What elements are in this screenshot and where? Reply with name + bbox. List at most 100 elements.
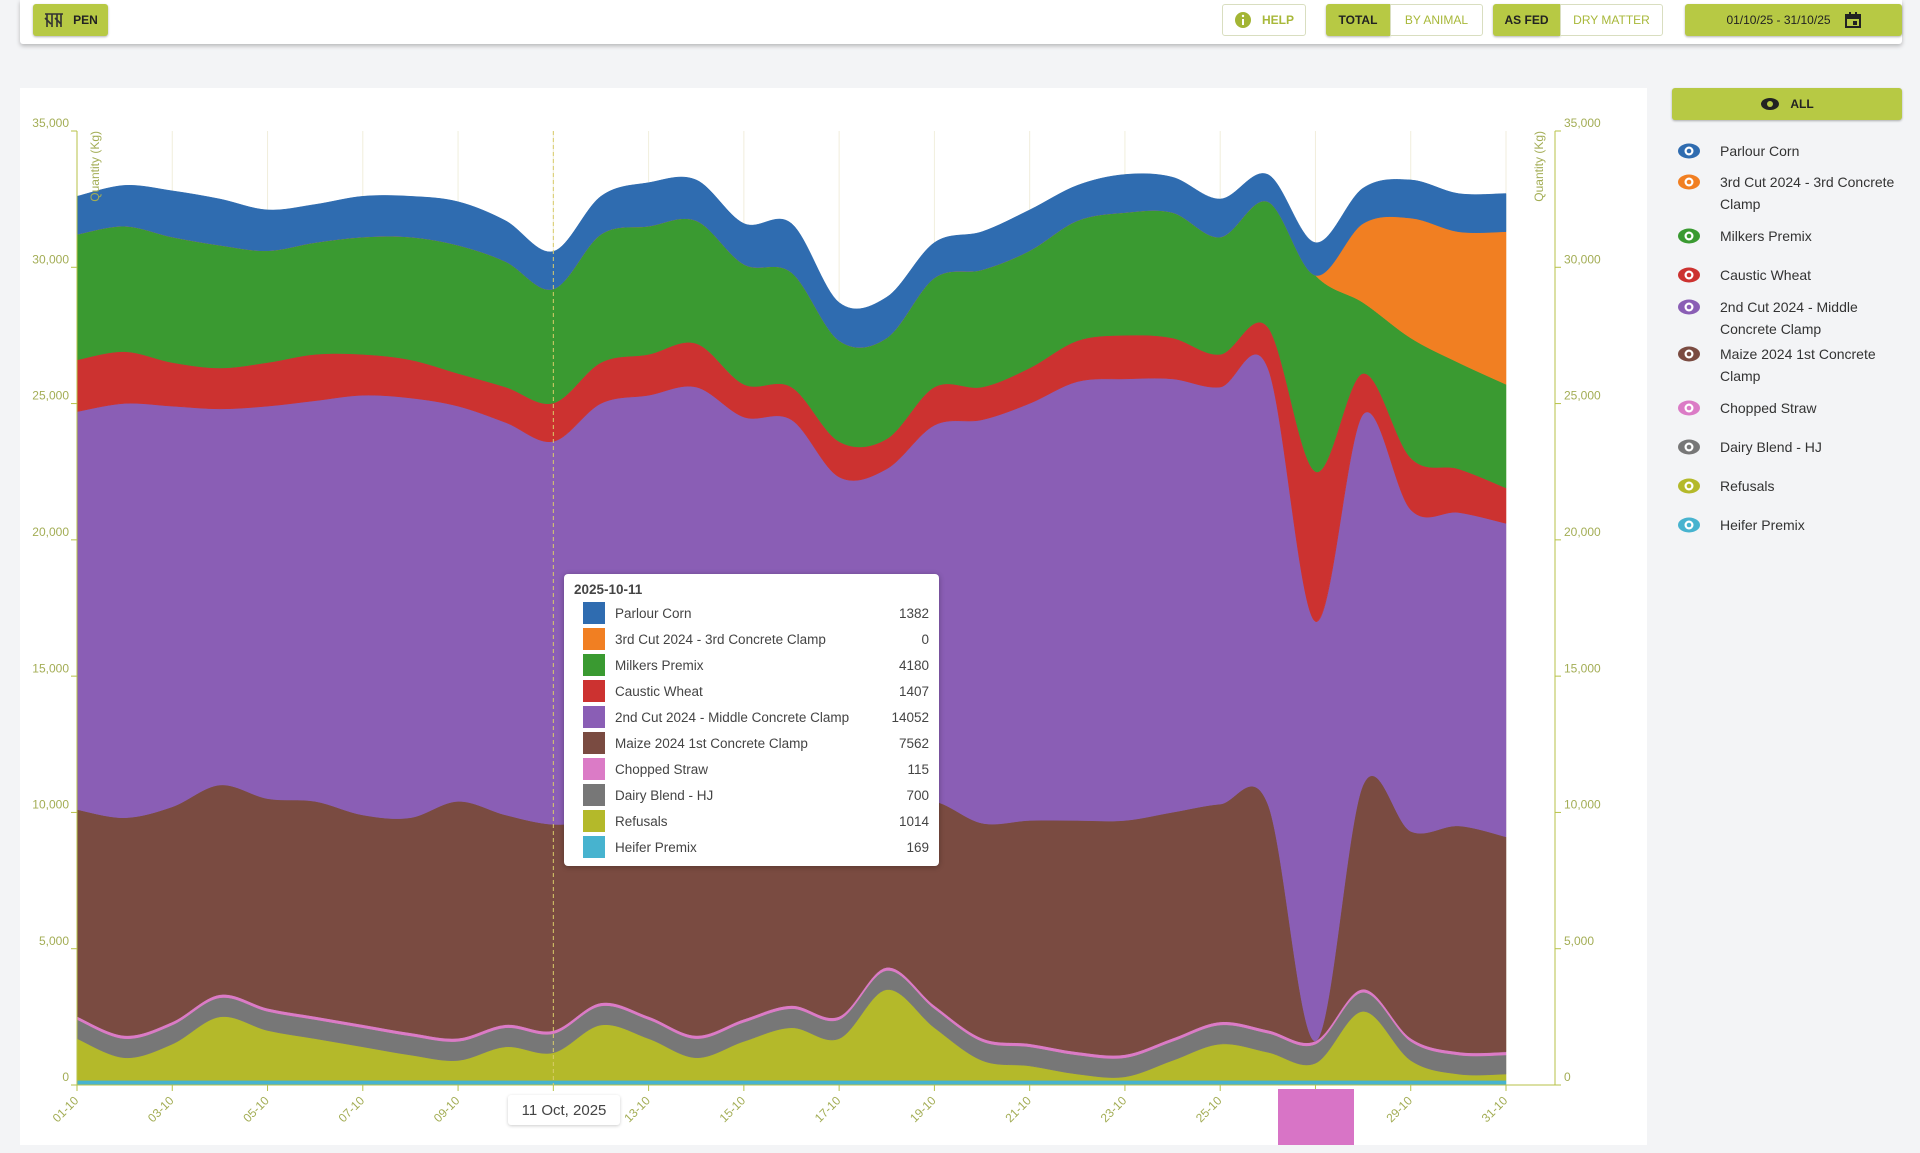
tooltip-swatch: [583, 810, 605, 832]
tooltip-swatch: [583, 680, 605, 702]
tooltip-name: Caustic Wheat: [615, 683, 703, 699]
date-range-label: 01/10/25 - 31/10/25: [1726, 13, 1831, 27]
legend-eye: [1678, 174, 1700, 190]
x-tick-label: 31-10: [1479, 1093, 1511, 1125]
tooltip-row: Caustic Wheat 1407: [574, 678, 929, 704]
tooltip-title: 2025-10-11: [574, 582, 643, 597]
total-button[interactable]: TOTAL: [1326, 4, 1390, 36]
legend-label: Milkers Premix: [1720, 228, 1812, 244]
y-tick-label: 5,000: [39, 934, 69, 948]
tooltip-row: Refusals 1014: [574, 808, 929, 834]
tooltip-name: Dairy Blend - HJ: [615, 787, 714, 803]
chart: 01-1003-1005-1007-1009-1011-1013-1015-10…: [32, 116, 1601, 1145]
tooltip: 2025-10-11 Parlour Corn 1382 3rd Cut 2024 …: [564, 574, 939, 866]
legend-item[interactable]: 2nd Cut 2024 - Middle Concrete Clamp: [1676, 296, 1902, 340]
y2-tick-label: 35,000: [1564, 116, 1601, 130]
eye-icon: [1761, 98, 1780, 110]
tooltip-name: Milkers Premix: [615, 657, 704, 673]
legend-item[interactable]: Heifer Premix: [1676, 514, 1902, 536]
crosshair-label: 11 Oct, 2025: [508, 1095, 620, 1125]
y2-axis-title: Quantity (Kg): [1532, 131, 1546, 202]
help-label: HELP: [1261, 13, 1294, 27]
tooltip-row: Chopped Straw 115: [574, 756, 929, 782]
tooltip-row: Heifer Premix 169: [574, 834, 929, 860]
date-range-button[interactable]: 01/10/25 - 31/10/25: [1685, 4, 1902, 36]
tooltip-swatch: [583, 758, 605, 780]
y-tick-label: 35,000: [32, 116, 69, 130]
legend-label: Chopped Straw: [1720, 400, 1817, 416]
tooltip-swatch: [583, 784, 605, 806]
help-button[interactable]: HELP: [1222, 4, 1306, 36]
y-tick-label: 20,000: [32, 525, 69, 539]
legend-item[interactable]: Parlour Corn: [1676, 140, 1902, 162]
legend-eye: [1678, 267, 1700, 283]
tooltip-row: 2nd Cut 2024 - Middle Concrete Clamp 1405…: [574, 704, 929, 730]
x-tick-label: 07-10: [336, 1093, 368, 1125]
legend-label: Caustic Wheat: [1720, 267, 1812, 283]
legend-eye: [1678, 400, 1700, 416]
legend-item[interactable]: Maize 2024 1st Concrete Clamp: [1676, 343, 1902, 387]
tooltip-name: 3rd Cut 2024 - 3rd Concrete Clamp: [615, 631, 826, 647]
x-tick-label: 13-10: [621, 1093, 653, 1125]
tooltip-value: 115: [907, 761, 929, 777]
legend-item[interactable]: Dairy Blend - HJ: [1676, 436, 1902, 458]
y2-tick-label: 5,000: [1564, 934, 1594, 948]
y2-tick-label: 30,000: [1564, 252, 1601, 266]
tooltip-value: 4180: [898, 657, 929, 673]
x-tick-label: 29-10: [1383, 1093, 1415, 1125]
show-all-button[interactable]: ALL: [1672, 88, 1902, 120]
legend-item[interactable]: Milkers Premix: [1676, 225, 1902, 247]
as-fed-button[interactable]: AS FED: [1493, 4, 1560, 36]
by-animal-label: BY ANIMAL: [1404, 13, 1469, 27]
legend-eye: [1678, 228, 1700, 244]
legend-item[interactable]: 3rd Cut 2024 - 3rd Concrete Clamp: [1676, 171, 1902, 215]
legend-label: Dairy Blend - HJ: [1720, 439, 1822, 455]
tooltip-value: 1382: [898, 605, 929, 621]
tooltip-value: 14052: [891, 709, 929, 725]
x-tick-label: 19-10: [907, 1093, 939, 1125]
x-tick-label: 17-10: [812, 1093, 844, 1125]
y-tick-label: 10,000: [32, 798, 69, 812]
legend-eye: [1678, 346, 1700, 362]
pen-icon: [44, 13, 64, 27]
y-tick-label: 15,000: [32, 661, 69, 675]
tooltip-name: Parlour Corn: [615, 605, 692, 621]
x-tick-label: 03-10: [145, 1093, 177, 1125]
y2-tick-label: 25,000: [1564, 389, 1601, 403]
tooltip-value: 0: [921, 631, 929, 647]
legend-item[interactable]: Chopped Straw: [1676, 397, 1902, 419]
help-icon: [1234, 12, 1251, 28]
tooltip-name: Chopped Straw: [615, 761, 709, 777]
total-label: TOTAL: [1338, 13, 1378, 27]
legend-eye: [1678, 517, 1700, 533]
tooltip-swatch: [583, 602, 605, 624]
x-tick-label: 23-10: [1098, 1093, 1130, 1125]
show-all-label: ALL: [1790, 97, 1814, 111]
tooltip-row: Maize 2024 1st Concrete Clamp 7562: [574, 730, 929, 756]
legend-eye: [1678, 478, 1700, 494]
tooltip-value: 700: [906, 787, 929, 803]
by-animal-button[interactable]: BY ANIMAL: [1390, 4, 1483, 36]
legend-label: 3rd Cut 2024 - 3rd Concrete Clamp: [1720, 174, 1895, 212]
x-tick-label: 09-10: [431, 1093, 463, 1125]
calendar-icon: [1844, 12, 1861, 28]
pen-button[interactable]: PEN: [33, 4, 108, 36]
legend-label: Parlour Corn: [1720, 143, 1800, 159]
legend-eye: [1678, 299, 1700, 315]
area: [76, 173, 1507, 348]
y-tick-label: 25,000: [32, 389, 69, 403]
y2-tick-label: 20,000: [1564, 525, 1601, 539]
x-tick-label: 05-10: [240, 1093, 272, 1125]
tooltip-row: 3rd Cut 2024 - 3rd Concrete Clamp 0: [574, 626, 929, 652]
y2-tick-label: 15,000: [1564, 661, 1601, 675]
tooltip-value: 7562: [898, 735, 929, 751]
legend-label: Maize 2024 1st Concrete Clamp: [1720, 346, 1876, 384]
legend-item[interactable]: Caustic Wheat: [1676, 264, 1902, 286]
x-tick-label: 01-10: [50, 1093, 82, 1125]
y-tick-label: 0: [62, 1070, 69, 1084]
legend-item[interactable]: Refusals: [1676, 475, 1902, 497]
dry-matter-button[interactable]: DRY MATTER: [1560, 4, 1663, 36]
tooltip-swatch: [583, 654, 605, 676]
x-tick-label: 21-10: [1002, 1093, 1034, 1125]
